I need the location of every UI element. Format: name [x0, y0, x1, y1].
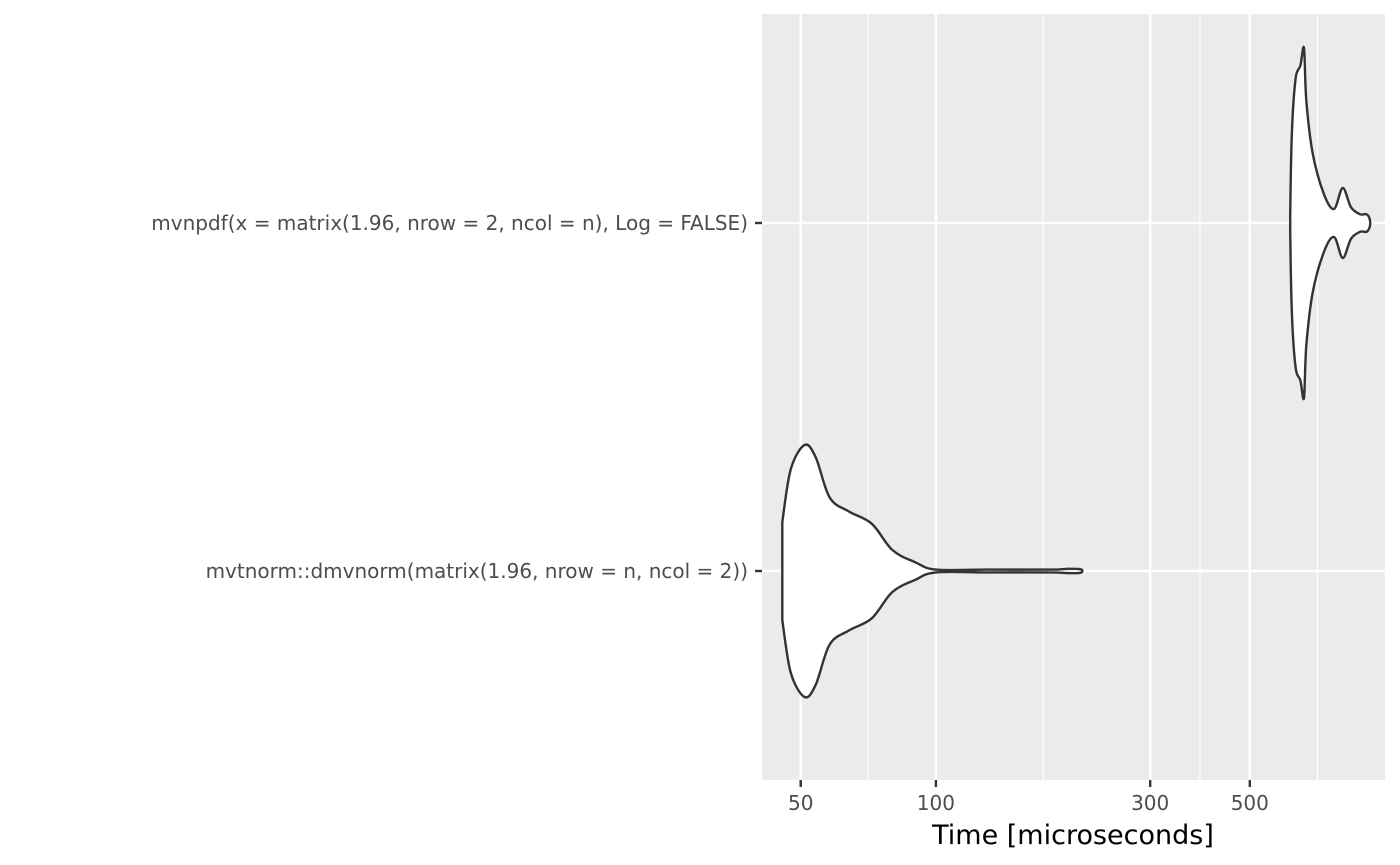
- violin-0: [1289, 45, 1372, 401]
- minor-gridlines: [867, 14, 1319, 780]
- x-axis: 50 100 300 500: [788, 780, 1269, 815]
- x-tick-label: 50: [788, 791, 813, 815]
- y-tick-label: mvtnorm::dmvnorm(matrix(1.96, nrow = n, …: [206, 559, 748, 583]
- plot-panel: [762, 14, 1385, 780]
- x-tick-label: 100: [917, 791, 955, 815]
- x-tick-label: 500: [1231, 791, 1269, 815]
- violin-1: [781, 443, 1084, 699]
- x-tick-label: 300: [1131, 791, 1169, 815]
- y-axis: mvnpdf(x = matrix(1.96, nrow = 2, ncol =…: [151, 211, 762, 583]
- y-tick-label: mvnpdf(x = matrix(1.96, nrow = 2, ncol =…: [151, 211, 748, 235]
- x-axis-title: Time [microseconds]: [931, 820, 1214, 851]
- violin-layer: [781, 45, 1372, 699]
